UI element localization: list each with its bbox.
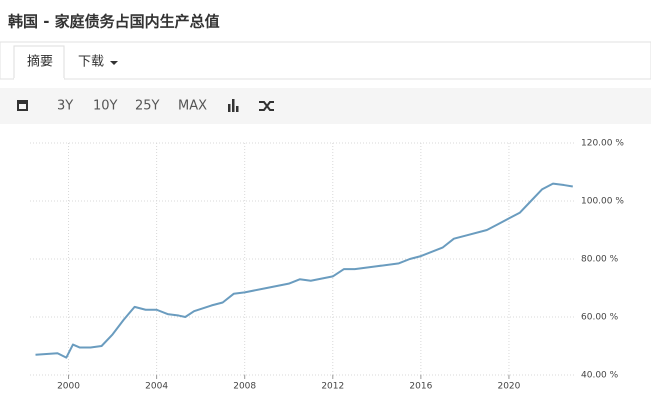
y-tick-label: 60.00 % [581,313,619,323]
y-tick-label: 80.00 % [581,255,619,265]
tab-download[interactable]: 下载 [78,55,104,70]
range-button[interactable]: 3Y [57,99,73,114]
calendar-icon[interactable] [17,100,28,111]
range-button[interactable]: 25Y [135,99,160,114]
bar-chart-icon[interactable] [228,99,239,112]
y-tick-label: 120.00 % [581,139,624,149]
x-tick-label: 2016 [409,382,432,392]
data-line [35,182,573,359]
shuffle-icon[interactable] [259,101,274,111]
tab-active[interactable] [13,45,65,80]
tab-active-gap [14,78,64,80]
x-tick-label: 2012 [321,382,344,392]
tab-summary[interactable]: 摘要 [27,54,53,70]
page-title: 韩国 - 家庭债务占国内生产总值 [8,13,220,31]
y-tick-label: 100.00 % [581,197,624,207]
icon-bar [236,106,239,112]
range-button[interactable]: MAX [178,99,207,114]
icon-stroke [259,101,274,111]
dropdown-caret [110,61,118,65]
y-tick-label: 40.00 % [581,371,619,381]
toolbar [0,88,651,124]
x-tick-label: 2020 [497,382,520,392]
calendar-face [19,104,26,109]
icon-bar [228,104,231,112]
chart: 40.00 % 60.00 % 80.00 % 100.00 % 120.00 % 200… [30,139,624,392]
x-tick-label: 2000 [57,382,80,392]
tab-bar [0,41,651,80]
icon-bar [232,99,235,112]
x-tick-label: 2008 [233,382,256,392]
range-button[interactable]: 10Y [93,99,118,114]
x-tick-label: 2004 [145,382,168,392]
